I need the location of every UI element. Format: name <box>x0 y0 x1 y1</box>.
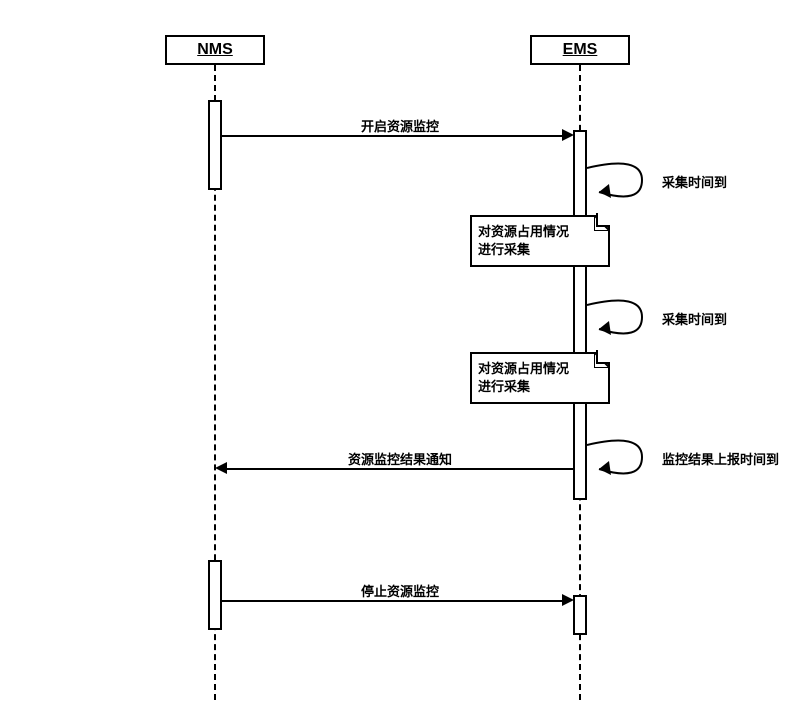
self-msg-report-label: 监控结果上报时间到 <box>662 449 779 468</box>
actor-ems-label: EMS <box>563 41 598 58</box>
msg-result-notify-arrow <box>215 462 227 474</box>
activation-nms-2 <box>208 560 222 630</box>
activation-nms-1 <box>208 100 222 190</box>
msg-start-monitor-label: 开启资源监控 <box>300 116 500 135</box>
activation-ems-2 <box>573 595 587 635</box>
actor-nms-label: NMS <box>197 41 233 58</box>
note-collect-2: 对资源占用情况 进行采集 <box>470 352 610 404</box>
msg-result-notify-line <box>227 468 573 470</box>
msg-stop-monitor-label: 停止资源监控 <box>300 581 500 600</box>
msg-start-monitor-line <box>222 135 562 137</box>
actor-ems: EMS <box>530 35 630 65</box>
self-msg-report <box>587 437 657 477</box>
self-msg-collect-2-label: 采集时间到 <box>662 309 727 328</box>
msg-result-notify-label: 资源监控结果通知 <box>300 449 500 468</box>
self-msg-collect-1 <box>587 160 657 200</box>
msg-stop-monitor-line <box>222 600 562 602</box>
self-msg-collect-2 <box>587 297 657 337</box>
self-msg-collect-1-label: 采集时间到 <box>662 172 727 191</box>
msg-start-monitor-arrow <box>562 129 574 141</box>
msg-stop-monitor-arrow <box>562 594 574 606</box>
actor-nms: NMS <box>165 35 265 65</box>
activation-ems-1 <box>573 130 587 500</box>
note-collect-1: 对资源占用情况 进行采集 <box>470 215 610 267</box>
